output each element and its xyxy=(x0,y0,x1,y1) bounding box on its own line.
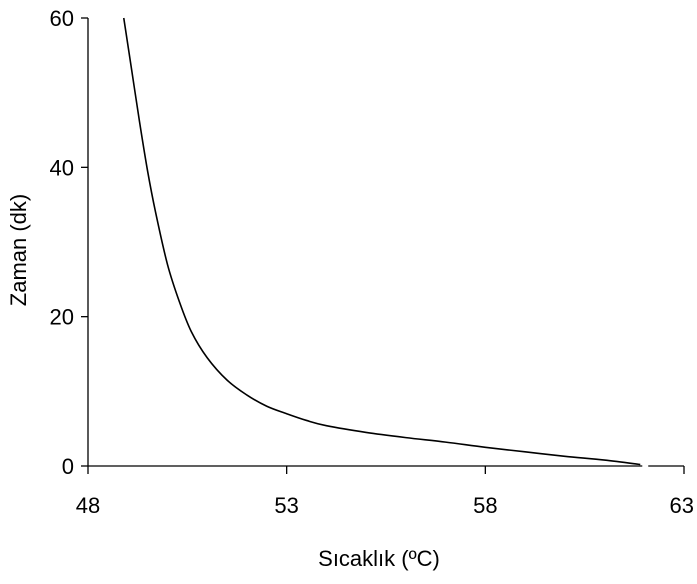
x-tick-label: 48 xyxy=(76,493,100,518)
x-tick-label: 58 xyxy=(473,493,497,518)
labels-layer: Zaman (dk) Sıcaklık (ºC) xyxy=(6,194,440,571)
series-layer xyxy=(122,17,641,466)
y-tick-label: 60 xyxy=(50,6,74,31)
y-tick-label: 20 xyxy=(50,305,74,330)
x-tick-label: 63 xyxy=(670,493,694,518)
y-axis-title: Zaman (dk) xyxy=(6,194,31,306)
axes: 0 20 40 60 48 53 58 63 xyxy=(50,6,694,518)
y-tick-label: 40 xyxy=(50,155,74,180)
x-tick-label: 53 xyxy=(274,493,298,518)
y-tick-label: 0 xyxy=(62,454,74,479)
series-line-0 xyxy=(122,17,641,466)
x-axis-title: Sıcaklık (ºC) xyxy=(318,546,440,571)
